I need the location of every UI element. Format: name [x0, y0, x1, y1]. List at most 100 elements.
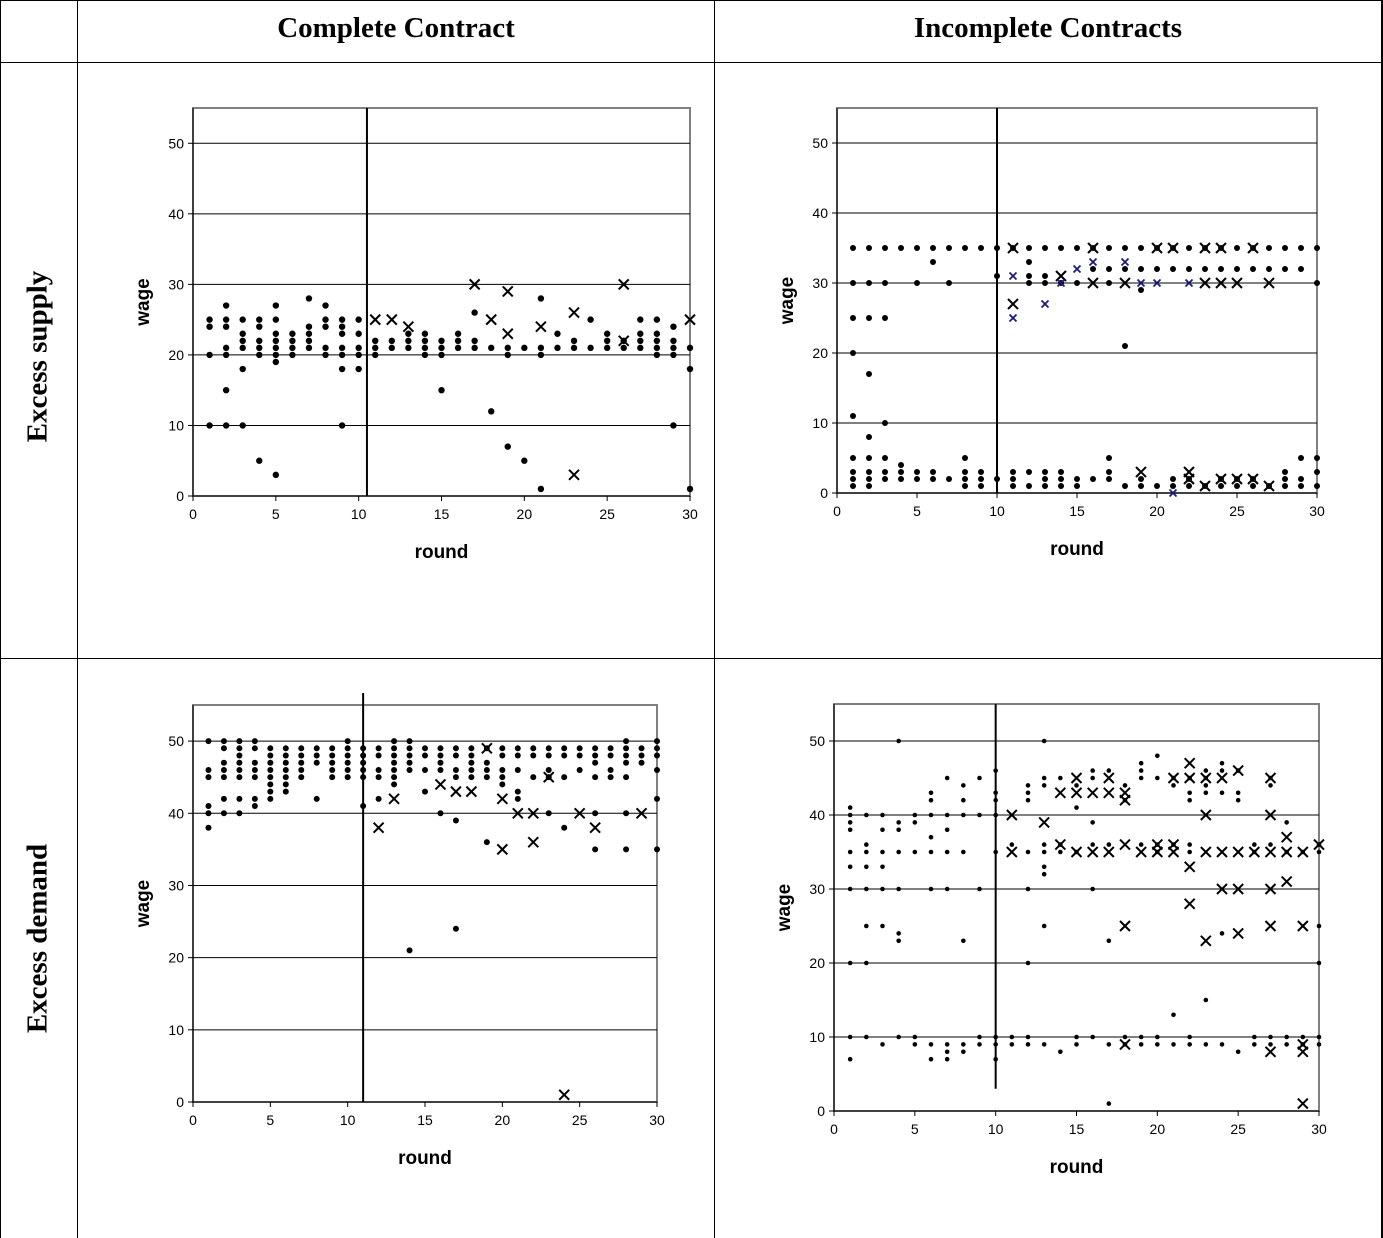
y-tick-label: 0: [176, 488, 184, 504]
data-point-dot: [1122, 483, 1128, 489]
data-point-dot: [1170, 483, 1176, 489]
data-point-dot: [930, 259, 936, 265]
y-tick-label: 30: [168, 276, 184, 292]
data-point-dot: [554, 330, 561, 337]
data-point-dot: [1252, 842, 1257, 847]
data-point-dot: [1041, 923, 1047, 929]
data-point-dot: [1058, 775, 1063, 781]
data-point-dot: [1122, 343, 1128, 349]
data-point-dot: [1026, 273, 1032, 279]
y-axis-title: wage: [774, 884, 795, 933]
data-point-dot: [1235, 1049, 1241, 1055]
data-point-dot: [896, 820, 901, 825]
data-point-cross: [1167, 846, 1180, 858]
data-point-dot: [1282, 469, 1288, 475]
data-point-dot: [391, 745, 398, 752]
data-point-cross: [1231, 473, 1243, 485]
chart-complete-demand: 0 10 20 30 40 50 0 5 10 15 20 25 30 round wage: [133, 693, 665, 1169]
data-point-dot: [866, 434, 872, 440]
data-point-dot: [222, 422, 230, 429]
data-point-dot: [437, 810, 444, 817]
data-point-dot: [289, 351, 296, 359]
data-point-dot: [322, 351, 329, 359]
data-point-dot: [1041, 783, 1047, 788]
data-point-dot: [592, 745, 599, 752]
data-point-dot: [592, 846, 599, 853]
data-point-dot: [514, 766, 521, 773]
data-point-dot: [205, 738, 212, 745]
data-point-dot: [468, 759, 475, 766]
data-point-dot: [1025, 849, 1031, 855]
data-point-dot: [239, 337, 246, 344]
data-point-dot: [1171, 1012, 1176, 1018]
data-point-dot: [1010, 476, 1016, 482]
data-point-dot: [1282, 476, 1288, 482]
data-point-dot: [847, 827, 853, 833]
data-point-dot: [638, 752, 645, 759]
x-tick-label: 25: [1229, 503, 1245, 519]
data-point-dot: [864, 923, 869, 929]
data-point-dot: [1187, 842, 1192, 847]
data-point-dot: [1122, 783, 1128, 788]
data-point-dot: [603, 344, 611, 352]
data-point-cross-blue: [1136, 278, 1146, 288]
data-point-cross: [1199, 242, 1211, 254]
data-point-dot: [1282, 266, 1288, 272]
data-point-cross: [1280, 846, 1293, 858]
data-point-dot: [1041, 849, 1047, 855]
data-point-cross: [1103, 846, 1115, 858]
data-point-dot: [355, 316, 362, 323]
data-point-cross: [1151, 242, 1163, 254]
data-point-cross: [1038, 816, 1050, 829]
data-point-dot: [850, 483, 856, 489]
data-point-dot: [1074, 245, 1080, 251]
data-point-dot: [1250, 483, 1256, 489]
data-point-cross: [496, 793, 509, 805]
data-point-dot: [1058, 476, 1064, 482]
data-point-dot: [1010, 469, 1016, 475]
data-point-dot: [882, 476, 888, 482]
data-point-dot: [576, 745, 583, 752]
y-tick-label: 30: [168, 877, 184, 893]
data-point-dot: [1186, 483, 1192, 489]
data-point-dot: [1234, 245, 1240, 251]
data-point-dot: [1106, 768, 1112, 773]
data-point-dot: [1058, 245, 1064, 251]
column-header-incomplete: Incomplete Contracts: [913, 11, 1183, 44]
data-point-cross: [1086, 846, 1099, 858]
data-point-dot: [603, 330, 611, 337]
data-point-dot: [1106, 245, 1112, 251]
data-point-dot: [898, 462, 904, 468]
data-point-dot: [928, 1042, 934, 1047]
data-point-dot: [961, 1042, 966, 1047]
x-tick-label: 10: [988, 1121, 1004, 1137]
data-point-dot: [1268, 1042, 1273, 1047]
data-point-dot: [514, 752, 521, 759]
data-point-cross: [502, 328, 514, 340]
data-point-dot: [438, 386, 445, 394]
data-point-dot: [866, 280, 872, 286]
data-point-cross: [1007, 242, 1019, 254]
data-point-dot: [961, 849, 966, 855]
data-point-cross: [386, 313, 398, 326]
x-tick-label: 0: [833, 503, 841, 519]
data-point-dot: [866, 371, 872, 377]
data-point-dot: [1042, 273, 1048, 279]
data-point-dot: [864, 849, 869, 855]
data-point-dot: [880, 1042, 885, 1047]
data-point-dot: [850, 476, 856, 482]
data-point-dot: [1298, 455, 1304, 461]
data-point-dot: [1106, 842, 1112, 847]
data-point-dot: [256, 316, 263, 323]
y-tick-label: 0: [820, 485, 828, 501]
data-point-dot: [928, 1056, 934, 1062]
data-point-dot: [847, 1056, 853, 1062]
data-point-cross: [527, 807, 539, 819]
data-point-dot: [978, 483, 984, 489]
data-point-cross: [1199, 277, 1211, 289]
data-point-dot: [421, 330, 429, 337]
data-point-dot: [1314, 483, 1320, 489]
data-point-dot: [1041, 1042, 1047, 1047]
data-point-dot: [1058, 1049, 1063, 1055]
data-point-dot: [1009, 1042, 1015, 1047]
